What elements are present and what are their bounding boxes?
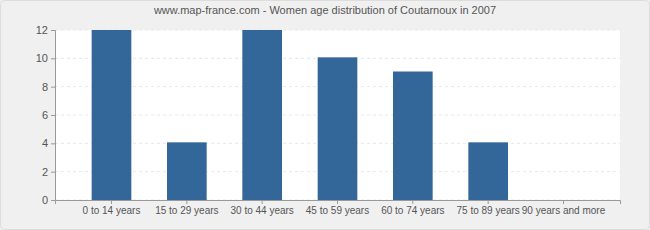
grid bbox=[55, 30, 620, 200]
bar bbox=[469, 143, 507, 200]
x-tick: 30 to 44 years bbox=[230, 200, 293, 216]
y-tick-mark bbox=[51, 58, 55, 59]
y-tick: 10 bbox=[36, 52, 55, 64]
x-tick-label: 15 to 29 years bbox=[155, 205, 218, 216]
y-tick-mark bbox=[51, 87, 55, 88]
y-tick-label: 0 bbox=[42, 194, 48, 206]
x-tick-label: 90 years and more bbox=[522, 205, 606, 216]
y-tick-mark bbox=[51, 200, 55, 201]
x-tick-mark bbox=[186, 200, 187, 204]
x-tick-mark bbox=[262, 200, 263, 204]
x-tick-label: 45 to 59 years bbox=[306, 205, 369, 216]
x-tick: 45 to 59 years bbox=[306, 200, 369, 216]
bar bbox=[168, 143, 206, 200]
y-tick: 4 bbox=[42, 137, 55, 149]
y-tick-mark bbox=[51, 30, 55, 31]
plot: 0 2 4 6 8 10 12 0 to 14 years 15 to 29 years 30 t… bbox=[36, 24, 621, 216]
y-tick-mark bbox=[51, 115, 55, 116]
x-tick-label: 60 to 74 years bbox=[381, 205, 444, 216]
bar bbox=[394, 73, 432, 201]
x-tick-label: 75 to 89 years bbox=[456, 205, 519, 216]
chart: www.map-france.com - Women age distribut… bbox=[0, 0, 650, 230]
y-tick-label: 4 bbox=[42, 137, 48, 149]
x-tick: 75 to 89 years bbox=[456, 200, 519, 216]
x-tick: 15 to 29 years bbox=[155, 200, 218, 216]
y-tick: 8 bbox=[42, 81, 55, 93]
y-axis: 0 2 4 6 8 10 12 bbox=[36, 24, 56, 206]
y-tick: 0 bbox=[42, 194, 55, 206]
bar bbox=[93, 30, 131, 200]
x-tick: 90 years and more bbox=[522, 200, 606, 216]
x-axis: 0 to 14 years 15 to 29 years 30 to 44 year… bbox=[56, 200, 621, 216]
title: www.map-france.com - Women age distribut… bbox=[153, 4, 496, 16]
y-tick-label: 2 bbox=[42, 166, 48, 178]
bars bbox=[93, 30, 507, 200]
x-tick-mark bbox=[412, 200, 413, 204]
x-tick-label: 30 to 44 years bbox=[230, 205, 293, 216]
y-tick-mark bbox=[51, 143, 55, 144]
x-tick-mark bbox=[488, 200, 489, 204]
x-tick-mark bbox=[111, 200, 112, 204]
x-tick-mark bbox=[337, 200, 338, 204]
background bbox=[1, 1, 650, 230]
y-tick-label: 8 bbox=[42, 81, 48, 93]
bar bbox=[243, 30, 281, 200]
x-tick-mark bbox=[563, 200, 564, 204]
y-tick-label: 10 bbox=[36, 52, 48, 64]
y-tick: 12 bbox=[36, 24, 55, 36]
y-tick: 2 bbox=[42, 166, 55, 178]
x-axis-line bbox=[56, 201, 621, 205]
y-tick-label: 12 bbox=[36, 24, 48, 36]
plot-area bbox=[55, 30, 620, 200]
x-tick-label: 0 to 14 years bbox=[83, 205, 141, 216]
bar bbox=[319, 58, 357, 200]
bar bbox=[545, 199, 583, 200]
y-axis-line bbox=[51, 31, 56, 201]
y-tick-mark bbox=[51, 172, 55, 173]
y-tick-label: 6 bbox=[42, 109, 48, 121]
grid-line bbox=[55, 30, 620, 31]
x-tick: 60 to 74 years bbox=[381, 200, 444, 216]
y-tick: 6 bbox=[42, 109, 55, 121]
x-tick: 0 to 14 years bbox=[83, 200, 141, 216]
